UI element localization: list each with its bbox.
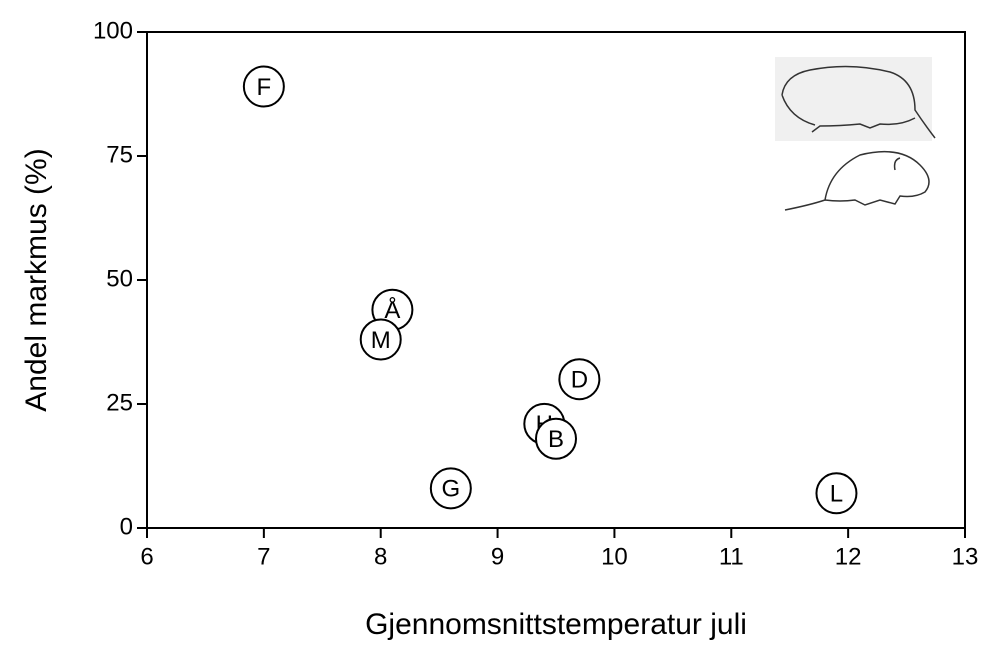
point-label: M [371,327,391,354]
x-tick-label: 6 [140,543,153,570]
x-tick-label: 9 [491,543,504,570]
point [359,318,402,361]
vole-drawing [784,150,930,211]
x-axis-label: Gjennomsnittstemperatur juli [365,608,747,641]
x-tick-label: 12 [835,543,862,570]
y-axis-label: Andel markmus (%) [20,148,53,411]
point [535,417,577,460]
y-tick-label: 100 [93,17,133,44]
point-label: B [548,426,564,453]
x-tick-label: 10 [601,543,628,570]
point [815,472,858,515]
point-label: D [571,367,588,394]
point [558,358,601,401]
point-label: G [441,476,460,503]
x-tick-label: 13 [952,543,979,570]
point [429,467,472,510]
lemming-drawing [781,65,936,139]
point-label: Å [384,296,400,324]
x-tick-label: 11 [719,543,744,570]
y-tick-label: 75 [106,141,133,168]
x-tick-label: 7 [257,543,270,570]
x-tick-label: 8 [374,543,387,570]
rodent-illustrations [775,57,936,211]
point-label: F [257,74,272,101]
y-tick-label: 50 [106,265,133,292]
illustration-bg [775,57,932,141]
point-label: L [830,481,843,508]
point [242,65,285,108]
y-tick-label: 25 [106,389,133,416]
y-tick-label: 0 [120,513,133,540]
